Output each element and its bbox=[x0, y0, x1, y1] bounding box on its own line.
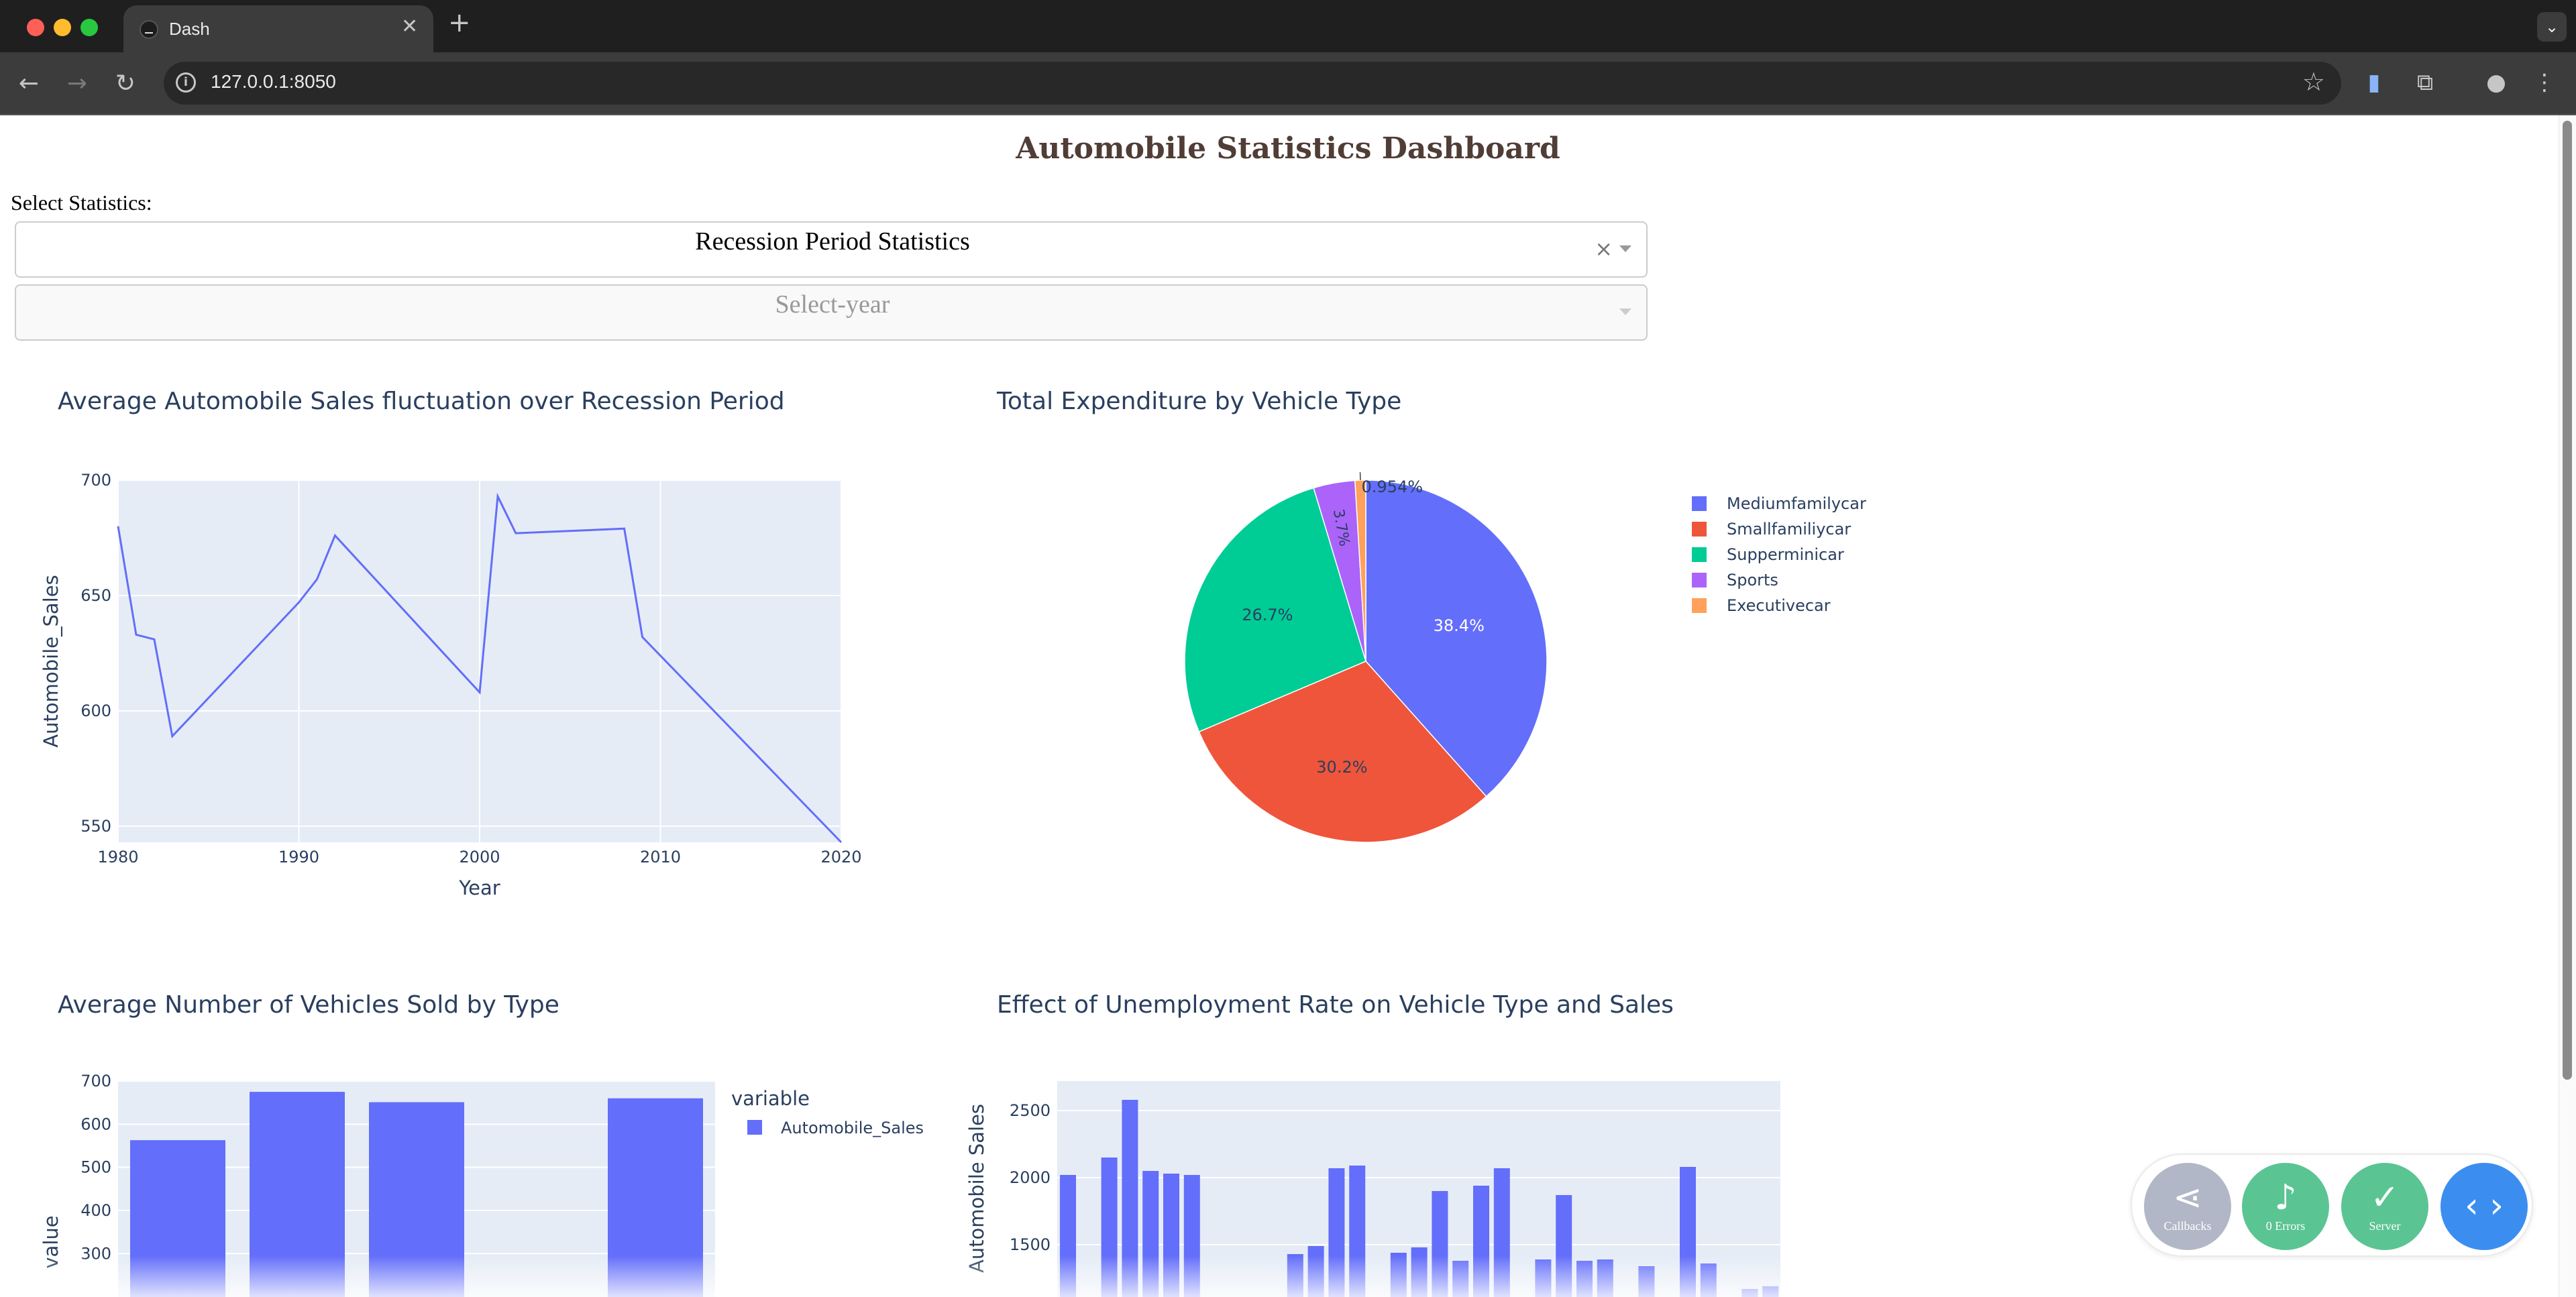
profile-icon[interactable]: ● bbox=[2486, 69, 2506, 96]
year-dropdown[interactable]: Select-year bbox=[15, 284, 1648, 341]
legend-swatch bbox=[1692, 522, 1707, 537]
x-tick-label: 1980 bbox=[97, 848, 138, 866]
bell-icon: ♪ bbox=[2274, 1178, 2297, 1218]
y-tick-label: 400 bbox=[80, 1201, 111, 1220]
devtools-toggle-button[interactable]: ‹ › bbox=[2440, 1163, 2528, 1250]
browser-chrome: Dash ✕ + ⌄ ← → ↻ i 127.0.0.1:8050 ☆ ▮ ⧉ … bbox=[0, 0, 2576, 115]
reload-icon[interactable]: ↻ bbox=[115, 70, 136, 97]
pie-chart-title: Total Expenditure by Vehicle Type bbox=[997, 388, 1402, 415]
close-window-button[interactable] bbox=[27, 19, 44, 36]
y-tick-label: 1500 bbox=[1010, 1235, 1051, 1254]
clear-selection-icon[interactable]: × bbox=[1595, 236, 1613, 262]
pie-slice-smallfamiliycar bbox=[1198, 661, 1487, 843]
tab-strip: Dash ✕ + ⌄ bbox=[0, 0, 2576, 52]
dropdown-arrow-icon[interactable] bbox=[1619, 308, 1631, 315]
bookmark-star-icon[interactable]: ☆ bbox=[2302, 67, 2325, 97]
page-viewport: Automobile Statistics Dashboard Select S… bbox=[0, 115, 2576, 1297]
errors-button[interactable]: ♪ 0 Errors bbox=[2242, 1163, 2329, 1250]
statistics-dropdown[interactable]: Recession Period Statistics × bbox=[15, 221, 1648, 278]
callbacks-button[interactable]: ⋖ Callbacks bbox=[2144, 1163, 2231, 1250]
x-tick-label: 1990 bbox=[278, 848, 319, 866]
legend-swatch bbox=[1692, 547, 1707, 562]
errors-label: 0 Errors bbox=[2265, 1219, 2306, 1233]
y-axis-label: Automobile_Sales bbox=[40, 575, 62, 747]
sales-line-series bbox=[117, 492, 843, 844]
puzzle-icon[interactable]: ⧉ bbox=[2416, 69, 2434, 96]
extension-pin-icon[interactable]: ▮ bbox=[2367, 69, 2381, 96]
legend-item-label: Automobile_Sales bbox=[781, 1119, 924, 1137]
code-brackets-icon: ‹ › bbox=[2464, 1186, 2504, 1226]
scroll-thumb[interactable] bbox=[2563, 121, 2572, 1080]
x-tick-label: 2000 bbox=[459, 848, 500, 866]
site-info-icon[interactable]: i bbox=[176, 72, 196, 93]
dash-devtools: ⋖ Callbacks ♪ 0 Errors ✓ Server ‹ › bbox=[2131, 1153, 2533, 1257]
legend-item-label: Executivecar bbox=[1727, 596, 1831, 615]
check-icon: ✓ bbox=[2370, 1178, 2400, 1218]
legend-swatch bbox=[1692, 573, 1707, 587]
menu-kebab-icon[interactable]: ⋮ bbox=[2533, 69, 2556, 96]
pie-value-label: 0.954% bbox=[1362, 477, 1424, 496]
legend-item-label: Mediumfamilycar bbox=[1727, 494, 1866, 513]
legend-swatch bbox=[1692, 598, 1707, 613]
y-tick-label: 600 bbox=[80, 1115, 111, 1133]
x-tick-label: 2020 bbox=[820, 848, 861, 866]
legend-item-label: Sports bbox=[1727, 571, 1778, 589]
x-axis-label: Year bbox=[458, 877, 500, 899]
unemployment-chart-title: Effect of Unemployment Rate on Vehicle T… bbox=[997, 991, 1674, 1019]
charts-canvas: 1980 1990 2000 2010 2020 550 600 650 700 Year Auto… bbox=[40, 471, 1866, 1297]
legend-item-label: Supperminicar bbox=[1727, 545, 1844, 564]
dash-favicon-icon bbox=[140, 20, 158, 39]
select-statistics-label: Select Statistics: bbox=[11, 190, 152, 215]
server-button[interactable]: ✓ Server bbox=[2341, 1163, 2428, 1250]
year-dropdown-placeholder: Select-year bbox=[775, 290, 890, 319]
pie-value-label: 30.2% bbox=[1316, 758, 1367, 777]
address-bar[interactable]: i 127.0.0.1:8050 ☆ bbox=[164, 62, 2341, 105]
statistics-dropdown-value: Recession Period Statistics bbox=[695, 227, 970, 256]
page-title: Automobile Statistics Dashboard bbox=[1016, 131, 1560, 166]
browser-tab[interactable]: Dash ✕ bbox=[123, 5, 433, 52]
forward-icon[interactable]: → bbox=[66, 70, 88, 97]
y-tick-label: 600 bbox=[80, 701, 111, 720]
legend-item-label: Smallfamiliycar bbox=[1727, 520, 1851, 539]
y-tick-label: 2000 bbox=[1010, 1168, 1051, 1187]
dropdown-arrow-icon[interactable] bbox=[1619, 245, 1631, 252]
pie-value-label: 26.7% bbox=[1242, 606, 1293, 624]
y-tick-label: 700 bbox=[80, 1072, 111, 1090]
legend-swatch bbox=[747, 1120, 762, 1135]
x-tick-label: 2010 bbox=[640, 848, 681, 866]
minimize-window-button[interactable] bbox=[54, 19, 71, 36]
page-bottom-fade bbox=[0, 1255, 2559, 1297]
page-scrollbar[interactable] bbox=[2559, 115, 2576, 1297]
y-tick-label: 2500 bbox=[1010, 1101, 1051, 1120]
tab-close-icon[interactable]: ✕ bbox=[401, 15, 419, 38]
y-tick-label: 550 bbox=[80, 817, 111, 836]
new-tab-icon[interactable]: + bbox=[448, 7, 471, 38]
y-tick-label: 700 bbox=[80, 471, 111, 490]
back-icon[interactable]: ← bbox=[18, 70, 40, 97]
y-axis-label: Automobile Sales bbox=[965, 1104, 988, 1273]
pie-slice-mediumfamilycar bbox=[1365, 480, 1548, 797]
server-label: Server bbox=[2369, 1219, 2401, 1233]
tab-title: Dash bbox=[169, 19, 210, 39]
callbacks-label: Callbacks bbox=[2163, 1219, 2212, 1233]
y-tick-label: 500 bbox=[80, 1158, 111, 1177]
y-tick-label: 650 bbox=[80, 586, 111, 605]
bar-chart-title: Average Number of Vehicles Sold by Type bbox=[58, 991, 559, 1019]
legend-swatch bbox=[1692, 496, 1707, 511]
legend-title: variable bbox=[731, 1087, 810, 1110]
maximize-window-button[interactable] bbox=[80, 19, 98, 36]
browser-toolbar: ← → ↻ i 127.0.0.1:8050 ☆ ▮ ⧉ ● ⋮ bbox=[0, 52, 2576, 115]
pie-slice-supperminicar bbox=[1184, 487, 1366, 733]
tab-search-icon[interactable]: ⌄ bbox=[2537, 12, 2567, 42]
url-text[interactable]: 127.0.0.1:8050 bbox=[211, 71, 336, 92]
line-chart-title: Average Automobile Sales fluctuation ove… bbox=[58, 388, 785, 415]
share-icon: ⋖ bbox=[2173, 1178, 2202, 1218]
pie-value-label: 38.4% bbox=[1434, 616, 1485, 635]
